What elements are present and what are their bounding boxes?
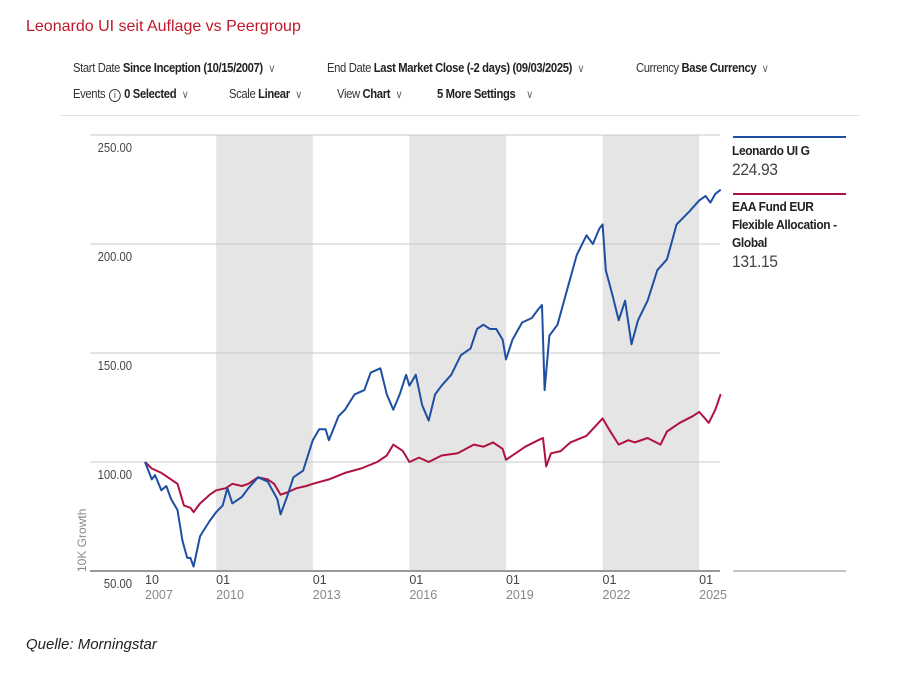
currency-control[interactable]: Currency Base Currency ∨ bbox=[636, 61, 769, 75]
legend-item-series-2: EAA Fund EUR Flexible Allocation - Globa… bbox=[732, 198, 838, 272]
end-date-label: End Date bbox=[327, 61, 372, 75]
currency-value: Base Currency bbox=[681, 61, 757, 75]
start-date-label: Start Date bbox=[73, 61, 121, 75]
x-tick-month: 01 bbox=[313, 573, 327, 587]
more-settings-value: 5 More Settings bbox=[437, 87, 516, 101]
events-value: 0 Selected bbox=[124, 87, 177, 101]
scale-control[interactable]: Scale Linear ∨ bbox=[229, 87, 302, 101]
start-date-control[interactable]: Start Date Since Inception (10/15/2007) ∨ bbox=[73, 61, 275, 75]
x-tick-month: 01 bbox=[699, 573, 713, 587]
x-tick-year: 2019 bbox=[506, 588, 534, 602]
x-tick-month: 01 bbox=[506, 573, 520, 587]
chevron-down-icon: ∨ bbox=[295, 89, 303, 101]
x-tick-month: 01 bbox=[409, 573, 423, 587]
y-tick-label: 100.00 bbox=[98, 467, 133, 482]
source-note: Quelle: Morningstar bbox=[26, 636, 157, 653]
view-control[interactable]: View Chart ∨ bbox=[337, 87, 403, 101]
events-control[interactable]: Events i 0 Selected ∨ bbox=[73, 87, 189, 102]
more-settings-control[interactable]: 5 More Settings ∨ bbox=[437, 87, 533, 101]
chart-title: Leonardo UI seit Auflage vs Peergroup bbox=[26, 18, 301, 35]
y-tick-label: 50.00 bbox=[104, 576, 132, 591]
divider bbox=[60, 115, 860, 116]
x-tick-year: 2010 bbox=[216, 588, 244, 602]
y-tick-label: 150.00 bbox=[98, 358, 133, 373]
chevron-down-icon: ∨ bbox=[526, 89, 534, 101]
y-tick-label: 250.00 bbox=[98, 140, 133, 155]
start-date-value: Since Inception (10/15/2007) bbox=[122, 61, 263, 75]
view-value: Chart bbox=[362, 87, 391, 101]
series-line-2 bbox=[144, 393, 722, 514]
legend-series-2-value: 131.15 bbox=[732, 252, 778, 271]
x-tick-month: 01 bbox=[216, 573, 230, 587]
chevron-down-icon: ∨ bbox=[761, 63, 769, 75]
y-tick-label: 200.00 bbox=[98, 249, 133, 264]
legend-series-1-name: Leonardo UI G bbox=[732, 143, 810, 158]
x-tick-year: 2007 bbox=[145, 588, 173, 602]
legend-item-series-1: Leonardo UI G 224.93 bbox=[732, 142, 838, 180]
x-tick-year: 2025 bbox=[699, 588, 727, 602]
chevron-down-icon: ∨ bbox=[395, 89, 403, 101]
chevron-down-icon: ∨ bbox=[577, 63, 585, 75]
legend-series-1-value: 224.93 bbox=[732, 160, 778, 179]
legend-series-2-name: EAA Fund EUR Flexible Allocation - Globa… bbox=[732, 199, 837, 250]
events-label: Events bbox=[73, 87, 106, 101]
chevron-down-icon: ∨ bbox=[268, 63, 276, 75]
x-tick-year: 2013 bbox=[313, 588, 341, 602]
view-label: View bbox=[337, 87, 360, 101]
end-date-control[interactable]: End Date Last Market Close (-2 days) (09… bbox=[327, 61, 585, 75]
x-tick-month: 01 bbox=[603, 573, 617, 587]
x-tick-year: 2016 bbox=[409, 588, 437, 602]
chevron-down-icon: ∨ bbox=[181, 89, 189, 101]
y-axis-label: 10K Growth bbox=[75, 509, 89, 572]
end-date-value: Last Market Close (-2 days) (09/03/2025) bbox=[373, 61, 573, 75]
scale-value: Linear bbox=[258, 87, 290, 101]
x-tick-month: 10 bbox=[145, 573, 159, 587]
scale-label: Scale bbox=[229, 87, 256, 101]
currency-label: Currency bbox=[636, 61, 679, 75]
info-icon[interactable]: i bbox=[108, 89, 121, 102]
x-tick-year: 2022 bbox=[603, 588, 631, 602]
series-line-1 bbox=[144, 188, 722, 568]
